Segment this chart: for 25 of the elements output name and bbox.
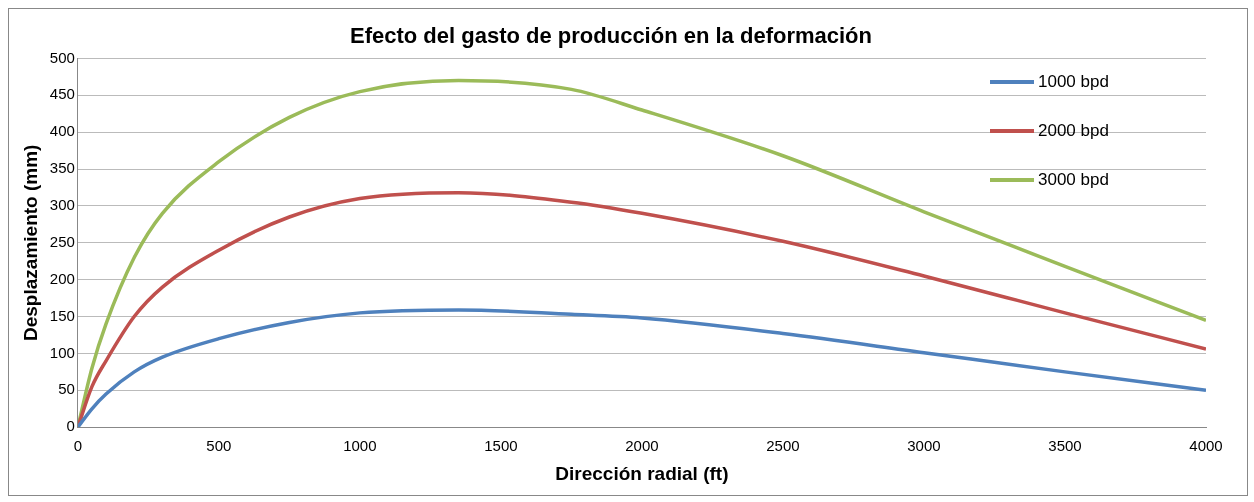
- x-tick-label: 2500: [766, 437, 800, 455]
- y-tick-label: 250: [49, 232, 75, 250]
- legend-label: 2000 bpd: [1038, 120, 1109, 141]
- y-tick-label: 450: [49, 85, 75, 103]
- y-tick-label: 150: [49, 306, 75, 324]
- x-tick-label: 2000: [625, 437, 659, 455]
- y-tick-label: 400: [49, 122, 75, 140]
- x-axis-title: Dirección radial (ft): [555, 462, 729, 484]
- x-tick-label: 3000: [907, 437, 941, 455]
- y-tick-label: 500: [49, 48, 75, 66]
- y-tick-label: 350: [49, 159, 75, 177]
- y-tick-label: 300: [49, 196, 75, 214]
- x-tick-label: 4000: [1189, 437, 1223, 455]
- legend-label: 1000 bpd: [1038, 71, 1109, 92]
- y-axis-title: Desplazamiento (mm): [19, 144, 41, 341]
- chart-title: Efecto del gasto de producción en la deformación: [350, 23, 872, 49]
- x-tick-label: 1500: [484, 437, 518, 455]
- x-tick-label: 500: [206, 437, 232, 455]
- x-tick-label: 3500: [1048, 437, 1082, 455]
- y-tick-label: 0: [66, 417, 75, 435]
- y-tick-label: 100: [49, 343, 75, 361]
- y-tick-label: 50: [58, 380, 75, 398]
- x-tick-label: 1000: [343, 437, 377, 455]
- y-tick-label: 200: [49, 269, 75, 287]
- legend-label: 3000 bpd: [1038, 169, 1109, 190]
